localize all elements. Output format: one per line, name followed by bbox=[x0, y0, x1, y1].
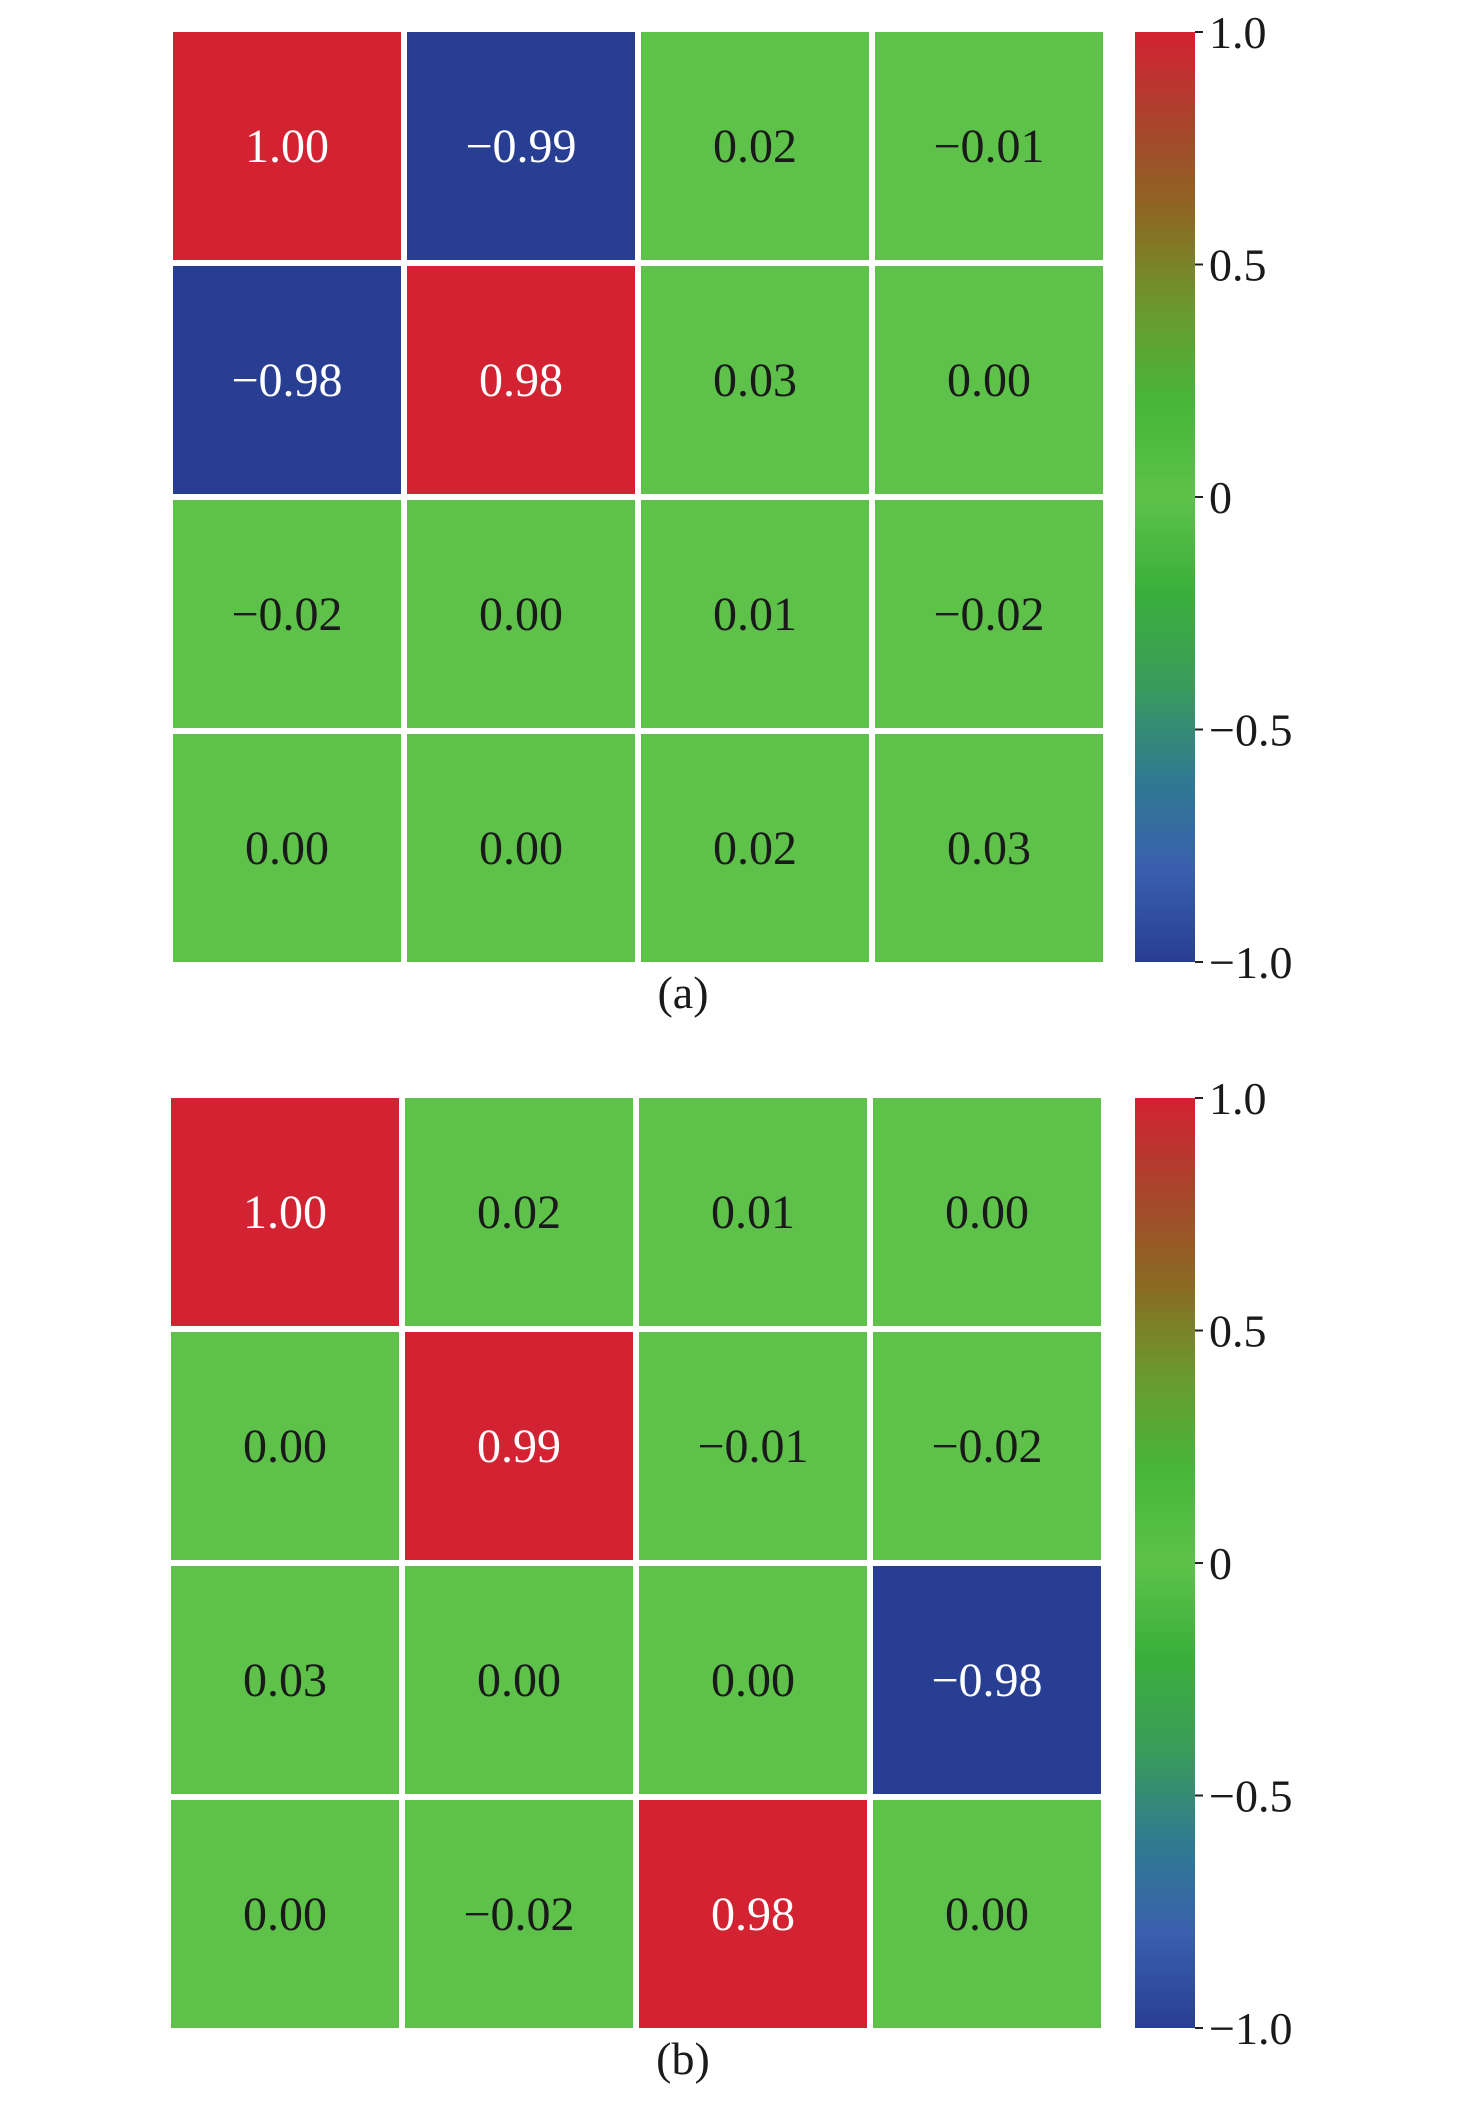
heatmap-cell bbox=[405, 1566, 633, 1794]
cell-value-label: 0.00 bbox=[243, 1420, 327, 1473]
cell-value-label: −0.98 bbox=[231, 354, 342, 407]
cell-value-label: −0.02 bbox=[933, 588, 1044, 641]
heatmap-panel-b: 1.00 0.02 0.01 0.000.00 0.99 −0.01 −0.020.03 0.… bbox=[171, 1073, 1292, 2084]
cell-value-label: −0.02 bbox=[463, 1888, 574, 1941]
colorbar-tick-label: 0 bbox=[1209, 1538, 1232, 1589]
colorbar-tick-label: −1.0 bbox=[1209, 937, 1292, 988]
cell-value-label: 0.00 bbox=[479, 588, 563, 641]
colorbar-tick-label: 0 bbox=[1209, 472, 1232, 523]
heatmap-cell bbox=[173, 734, 401, 962]
heatmap-cell bbox=[873, 1098, 1101, 1326]
cell-value-label: 0.00 bbox=[945, 1186, 1029, 1239]
colorbar-tick-label: −0.5 bbox=[1209, 1771, 1292, 1822]
cell-value-label: 0.02 bbox=[477, 1186, 561, 1239]
heatmap-cell bbox=[875, 500, 1103, 728]
cell-value-label: −0.98 bbox=[931, 1654, 1042, 1707]
heatmap-cell bbox=[405, 1098, 633, 1326]
heatmap-cell bbox=[173, 32, 401, 260]
heatmap-cell bbox=[171, 1098, 399, 1326]
cell-value-label: −0.01 bbox=[697, 1420, 808, 1473]
colorbar-tick-label: 1.0 bbox=[1209, 1073, 1267, 1124]
heatmap-cell bbox=[641, 500, 869, 728]
heatmap-cell bbox=[873, 1800, 1101, 2028]
cell-value-label: 0.00 bbox=[947, 354, 1031, 407]
cell-value-label: 0.03 bbox=[947, 822, 1031, 875]
cell-value-label: 0.99 bbox=[477, 1420, 561, 1473]
cell-value-label: 0.00 bbox=[245, 822, 329, 875]
colorbar-tick-label: −1.0 bbox=[1209, 2003, 1292, 2054]
heatmap-cell bbox=[173, 266, 401, 494]
cell-value-label: 0.01 bbox=[711, 1186, 795, 1239]
cell-value-label: −0.99 bbox=[465, 120, 576, 173]
heatmap-cell bbox=[171, 1566, 399, 1794]
cell-value-label: 0.03 bbox=[713, 354, 797, 407]
cell-value-label: 0.03 bbox=[243, 1654, 327, 1707]
heatmap-cell bbox=[873, 1332, 1101, 1560]
cell-value-label: 0.02 bbox=[713, 822, 797, 875]
cell-value-label: 1.00 bbox=[243, 1186, 327, 1239]
heatmap-cell bbox=[407, 266, 635, 494]
cell-value-label: −0.02 bbox=[931, 1420, 1042, 1473]
heatmap-cell bbox=[875, 32, 1103, 260]
heatmap-cell bbox=[405, 1800, 633, 2028]
heatmap-cell bbox=[171, 1800, 399, 2028]
cell-value-label: 0.00 bbox=[711, 1654, 795, 1707]
heatmap-cell bbox=[641, 734, 869, 962]
colorbar-tick-label: 0.5 bbox=[1209, 1306, 1267, 1357]
heatmap-cell bbox=[639, 1566, 867, 1794]
cell-value-label: 0.98 bbox=[711, 1888, 795, 1941]
panel-caption: (b) bbox=[656, 2033, 710, 2084]
cell-value-label: 0.00 bbox=[477, 1654, 561, 1707]
heatmap-cell bbox=[639, 1098, 867, 1326]
cell-value-label: 0.98 bbox=[479, 354, 563, 407]
panel-caption: (a) bbox=[657, 967, 708, 1018]
heatmap-cell bbox=[873, 1566, 1101, 1794]
colorbar-tick-label: 0.5 bbox=[1209, 240, 1267, 291]
heatmap-cell bbox=[641, 266, 869, 494]
cell-value-label: 0.00 bbox=[243, 1888, 327, 1941]
colorbar-gradient bbox=[1135, 32, 1195, 962]
cell-value-label: −0.02 bbox=[231, 588, 342, 641]
cell-value-label: 0.00 bbox=[945, 1888, 1029, 1941]
cell-value-label: 0.00 bbox=[479, 822, 563, 875]
colorbar-tick-label: 1.0 bbox=[1209, 7, 1267, 58]
heatmap-cell bbox=[173, 500, 401, 728]
heatmap-cell bbox=[407, 734, 635, 962]
heatmap-cell bbox=[407, 32, 635, 260]
heatmap-cell bbox=[641, 32, 869, 260]
heatmap-cell bbox=[407, 500, 635, 728]
cell-value-label: −0.01 bbox=[933, 120, 1044, 173]
colorbar-gradient bbox=[1135, 1098, 1195, 2028]
cell-value-label: 0.02 bbox=[713, 120, 797, 173]
colorbar: 1.0 0.5 0 −0.5 −1.0 bbox=[1135, 1073, 1292, 2054]
cell-value-label: 0.01 bbox=[713, 588, 797, 641]
heatmap-cell bbox=[171, 1332, 399, 1560]
colorbar-tick-label: −0.5 bbox=[1209, 705, 1292, 756]
heatmap-cell bbox=[405, 1332, 633, 1560]
heatmap-cell bbox=[875, 734, 1103, 962]
heatmap-cell bbox=[639, 1800, 867, 2028]
colorbar: 1.0 0.5 0 −0.5 −1.0 bbox=[1135, 7, 1292, 988]
heatmap-cell bbox=[639, 1332, 867, 1560]
heatmap-cell bbox=[875, 266, 1103, 494]
cell-value-label: 1.00 bbox=[245, 120, 329, 173]
heatmap-panel-a: 1.00 −0.99 0.02 −0.01−0.98 0.98 0.03 0.00−0.02… bbox=[173, 7, 1292, 1018]
